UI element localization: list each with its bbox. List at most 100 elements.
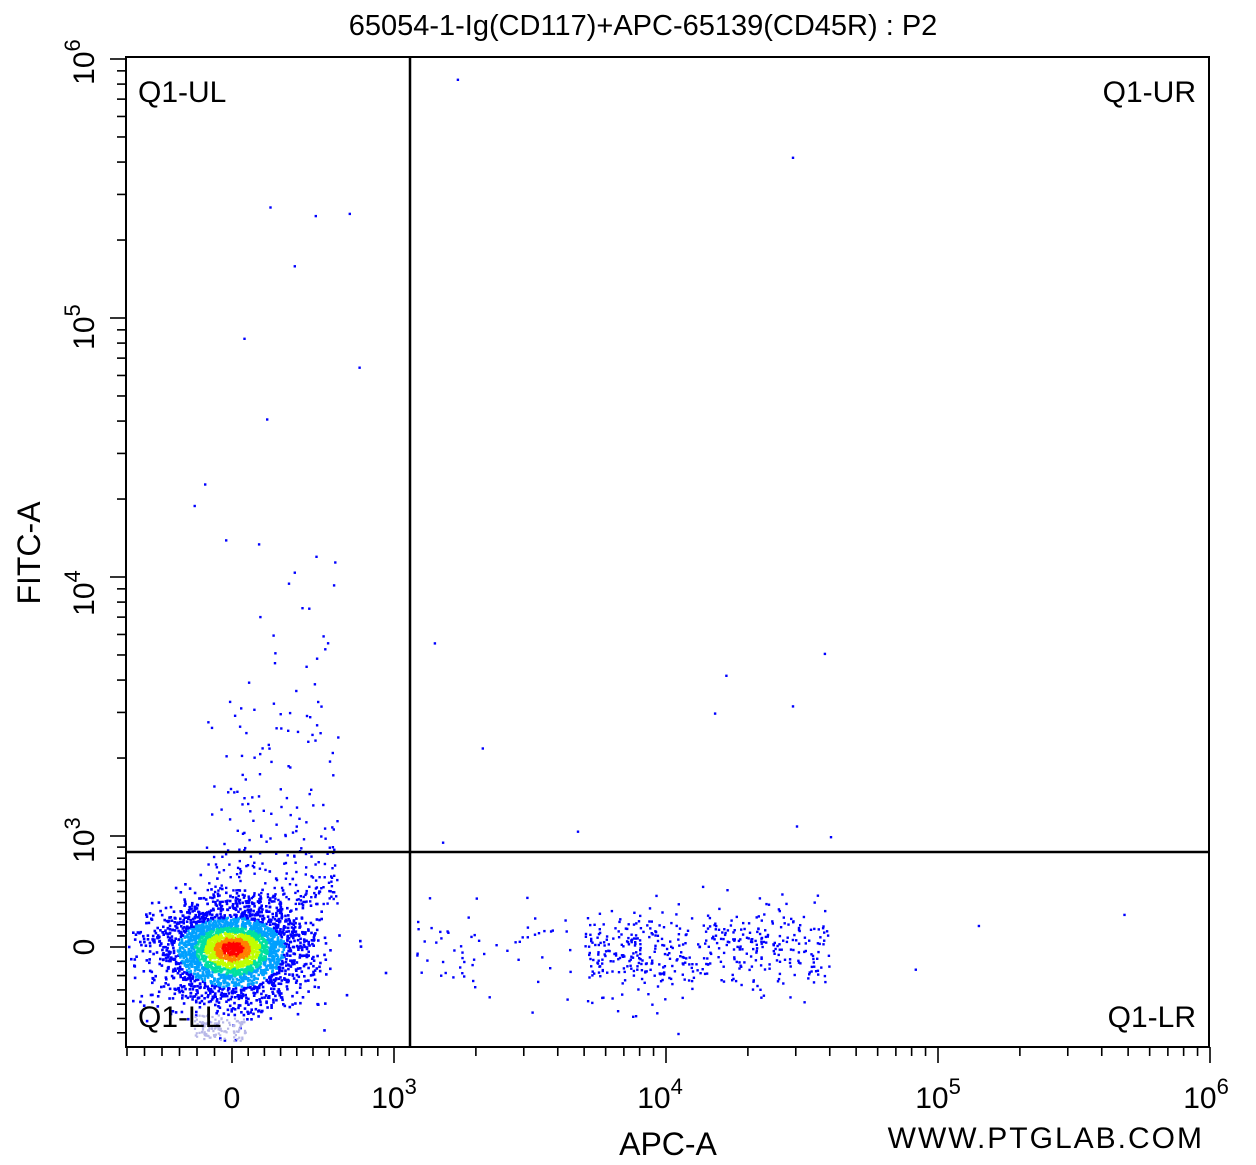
event-dot [789,965,792,968]
event-dot [219,997,223,1000]
event-dot [162,945,165,949]
event-dot [221,988,224,991]
event-dot [641,959,644,962]
event-dot [252,909,255,913]
event-dot [758,897,762,900]
event-dot [629,958,632,961]
event-dot [783,922,786,925]
event-dot [162,952,165,955]
event-dot [202,942,206,945]
event-dot [227,959,231,962]
event-dot [315,967,319,970]
event-dot [714,928,717,931]
event-dot [237,957,241,961]
event-dot [250,946,254,949]
event-dot [199,926,202,930]
event-dot [140,943,143,947]
event-dot [249,855,253,858]
event-dot [677,903,680,906]
event-dot [262,940,265,943]
event-dot [203,977,207,980]
event-dot [301,902,304,905]
event-dot [241,960,244,964]
event-dot [263,996,266,999]
event-dot [708,916,712,920]
event-dot [219,1027,222,1030]
event-dot [731,973,734,977]
event-dot [590,965,593,968]
event-dot [213,951,216,954]
event-dot [237,894,240,898]
event-dot [618,920,621,924]
event-dot [214,1018,217,1021]
event-dot [211,944,215,948]
event-dot [225,940,228,944]
event-dot [189,973,193,976]
event-dot [224,946,227,950]
event-dot [314,895,317,899]
event-dot [738,967,741,970]
event-dot [244,969,248,972]
event-dot [215,1000,219,1003]
event-dot [190,956,193,960]
event-dot [293,962,296,966]
event-dot [263,947,267,950]
event-dot [247,1003,250,1006]
event-dot [192,954,195,957]
event-dot [219,912,222,916]
event-dot [213,985,217,988]
event-dot [684,933,687,937]
event-dot [258,945,262,948]
event-dot [181,990,185,994]
event-dot [191,910,194,913]
event-dot [165,919,169,923]
event-dot [690,979,694,983]
event-dot [275,971,279,975]
event-dot [566,998,569,1001]
event-dot [317,861,320,864]
event-dot [178,947,182,951]
event-dot [280,943,283,947]
event-dot [193,915,197,919]
event-dot [250,934,254,937]
event-dot [235,892,239,895]
event-dot [630,955,633,958]
event-dot [281,998,284,1002]
event-dot [239,1023,243,1026]
event-dot [740,965,743,968]
event-dot [639,943,642,946]
event-dot [143,940,146,944]
event-dot [222,869,226,872]
event-dot [242,986,246,990]
event-dot [323,953,326,957]
event-dot [243,1032,246,1035]
event-dot [236,960,239,964]
event-dot [231,896,235,899]
event-dot [228,934,232,938]
event-dot [227,984,230,987]
event-dot [291,994,294,998]
event-dot [292,977,296,980]
event-dot [260,910,263,914]
event-dot [258,852,262,855]
event-dot [181,997,184,1000]
event-dot [228,1023,232,1027]
event-dot [197,963,200,966]
event-dot [295,825,298,828]
event-dot [210,1027,213,1030]
event-dot [208,1025,211,1028]
event-dot [265,905,268,908]
event-dot [230,1010,233,1013]
y-tick-label-1e4: 104 [60,570,101,616]
event-dot [292,936,295,940]
event-dot [238,902,241,905]
event-dot [219,970,223,974]
event-dot [249,1011,253,1014]
event-dot [218,938,222,941]
event-dot [139,1000,142,1004]
event-dot [232,984,236,987]
event-dot [237,994,240,998]
event-dot [222,967,226,971]
event-dot [267,937,270,940]
event-dot [230,928,233,931]
